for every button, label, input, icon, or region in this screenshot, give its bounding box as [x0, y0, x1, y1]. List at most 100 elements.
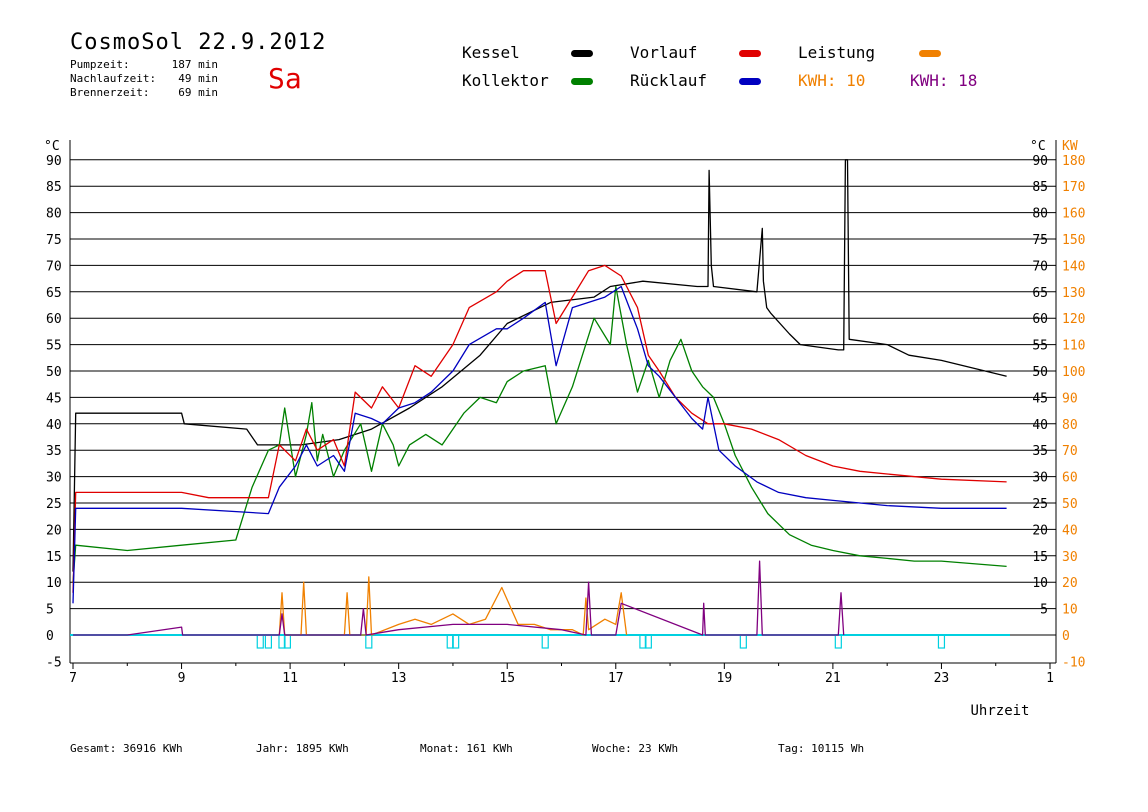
y-tick-label-left: 15 — [46, 550, 62, 565]
y-tick-label-kw: 150 — [1062, 233, 1085, 248]
y-tick-label-kw: 180 — [1062, 154, 1085, 169]
y-tick-label-left: 70 — [46, 259, 62, 274]
y-tick-label-left: -5 — [46, 655, 62, 670]
x-tick-label: 11 — [282, 671, 298, 686]
x-tick-label: 17 — [608, 671, 624, 686]
series-line-ruecklauf — [72, 285, 1007, 604]
y-tick-label-right: 60 — [1032, 312, 1048, 327]
series-line-vorlauf — [72, 264, 1007, 593]
y-tick-label-left: 30 — [46, 471, 62, 486]
y-tick-label-right: 45 — [1032, 391, 1048, 406]
pump-marker — [452, 634, 460, 649]
y-tick-label-kw: 80 — [1062, 418, 1078, 433]
y-tick-label-kw: 160 — [1062, 207, 1085, 222]
footer-gesamt: Gesamt: 36916 KWh — [70, 742, 183, 755]
y-tick-label-left: 20 — [46, 523, 62, 538]
y-tick-label-right: 50 — [1032, 365, 1048, 380]
y-tick-label-left: 50 — [46, 365, 62, 380]
y-tick-label-kw: 130 — [1062, 286, 1085, 301]
y-tick-label-left: 65 — [46, 286, 62, 301]
pump-marker — [256, 634, 264, 649]
y-tick-label-left: 0 — [46, 629, 54, 644]
y-tick-label-right: 75 — [1032, 233, 1048, 248]
pump-marker — [541, 634, 549, 649]
y-tick-label-kw: 60 — [1062, 471, 1078, 486]
y-tick-label-kw: 10 — [1062, 603, 1078, 618]
y-tick-label-left: 5 — [46, 603, 54, 618]
x-tick-label: 7 — [69, 671, 77, 686]
stat-value: 187 min — [171, 58, 218, 71]
legend-vorlauf-label: Vorlauf — [630, 43, 698, 62]
legend-kessel-swatch — [571, 50, 593, 57]
series-line-kollektor — [72, 285, 1007, 583]
y-tick-label-kw: 110 — [1062, 339, 1085, 354]
y-tick-label-left: 85 — [46, 180, 62, 195]
legend-kwh-total: KWH: 18 — [910, 71, 978, 90]
y-tick-label-left: 25 — [46, 497, 62, 512]
y-tick-label-right: 70 — [1032, 259, 1048, 274]
y-tick-label-left: 80 — [46, 207, 62, 222]
legend-vorlauf-swatch — [739, 50, 761, 57]
stat-label: Brennerzeit: — [70, 86, 150, 99]
y-tick-label-kw: 120 — [1062, 312, 1085, 327]
y-tick-label-right: 15 — [1032, 550, 1048, 565]
x-tick-label: 15 — [499, 671, 515, 686]
y-tick-label-kw: -10 — [1062, 655, 1085, 670]
y-tick-label-right: 20 — [1032, 523, 1048, 538]
y-tick-label-right: 90 — [1032, 154, 1048, 169]
x-tick-label: 1 — [1046, 671, 1054, 686]
y-tick-label-kw: 20 — [1062, 576, 1078, 591]
y-tick-label-kw: 40 — [1062, 523, 1078, 538]
x-tick-label: 13 — [391, 671, 407, 686]
y-tick-label-left: 90 — [46, 154, 62, 169]
pump-marker — [264, 634, 272, 649]
y-tick-label-kw: 50 — [1062, 497, 1078, 512]
x-tick-label: 23 — [934, 671, 950, 686]
series-line-kwh2 — [73, 560, 845, 636]
y-tick-label-kw: 100 — [1062, 365, 1085, 380]
legend-kollektor-label: Kollektor — [462, 71, 549, 90]
legend-kwh-today: KWH: 10 — [798, 71, 866, 90]
y-tick-label-kw: 30 — [1062, 550, 1078, 565]
y-tick-label-left: 55 — [46, 339, 62, 354]
stat-value: 69 min — [178, 86, 218, 99]
series-line-kessel — [72, 159, 1007, 572]
legend-ruecklauf-swatch — [739, 78, 761, 85]
legend-kollektor-swatch — [571, 78, 593, 85]
x-axis-title: Uhrzeit — [970, 703, 1029, 719]
y-unit-kw: KW — [1062, 139, 1078, 154]
legend-kessel-label: Kessel — [462, 43, 520, 62]
footer-monat: Monat: 161 KWh — [420, 742, 513, 755]
stat-label: Pumpzeit: — [70, 58, 130, 71]
y-tick-label-kw: 140 — [1062, 259, 1085, 274]
chart-title: CosmoSol 22.9.2012 — [70, 30, 327, 55]
y-tick-label-left: 10 — [46, 576, 62, 591]
legend-ruecklauf-label: Rücklauf — [630, 71, 708, 90]
y-tick-label-left: 40 — [46, 418, 62, 433]
footer-tag: Tag: 10115 Wh — [778, 742, 865, 755]
y-tick-label-right: 40 — [1032, 418, 1048, 433]
stat-label: Nachlaufzeit: — [70, 72, 157, 85]
pump-marker — [834, 634, 842, 649]
stat-nachlaufzeit: Nachlaufzeit: 49 min — [70, 72, 218, 85]
y-tick-label-right: 35 — [1032, 444, 1048, 459]
y-tick-label-right: 80 — [1032, 207, 1048, 222]
x-tick-label: 19 — [717, 671, 733, 686]
y-tick-label-right: 65 — [1032, 286, 1048, 301]
y-tick-label-kw: 90 — [1062, 391, 1078, 406]
footer-woche: Woche: 23 KWh — [592, 742, 679, 755]
y-tick-label-kw: 70 — [1062, 444, 1078, 459]
x-tick-label: 9 — [178, 671, 186, 686]
footer-jahr: Jahr: 1895 KWh — [256, 742, 349, 755]
legend-leistung-swatch — [919, 50, 941, 57]
series-line-leistung — [278, 576, 628, 636]
y-tick-label-right: 10 — [1032, 576, 1048, 591]
stat-brennerzeit: Brennerzeit: 69 min — [70, 86, 218, 99]
y-tick-label-right: 85 — [1032, 180, 1048, 195]
stat-value: 49 min — [178, 72, 218, 85]
y-unit-right: °C — [1030, 139, 1046, 154]
y-tick-label-left: 35 — [46, 444, 62, 459]
y-tick-label-right: 5 — [1040, 603, 1048, 618]
pump-marker — [644, 634, 652, 649]
legend-leistung-label: Leistung — [798, 43, 876, 62]
